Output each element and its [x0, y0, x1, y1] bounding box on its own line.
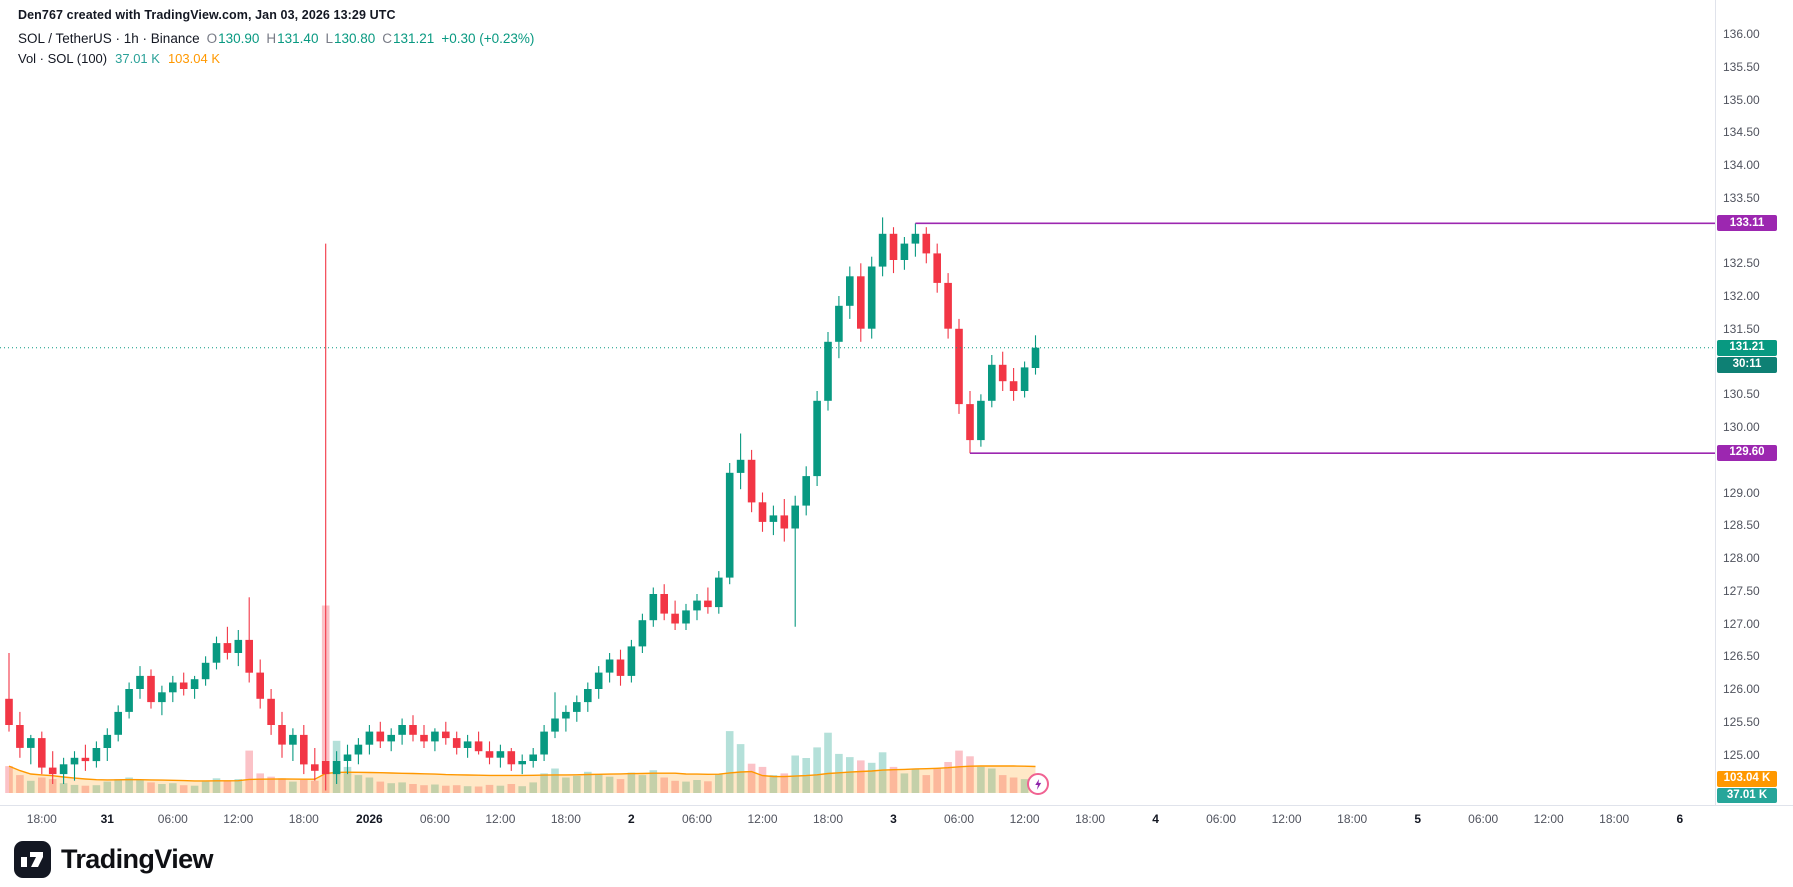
bar-countdown-label: 30:11	[1717, 356, 1777, 373]
lightning-bolt-icon	[1034, 778, 1041, 790]
price-tick-label: 135.00	[1723, 92, 1760, 107]
time-tick-label: 18:00	[26, 812, 57, 826]
tradingview-logo-icon	[14, 841, 51, 878]
price-tick-label: 126.50	[1723, 649, 1760, 664]
time-tick-label: 2	[628, 812, 635, 826]
time-tick-label: 18:00	[1599, 812, 1630, 826]
time-tick-label: 18:00	[1075, 812, 1106, 826]
axis-borders	[0, 0, 1793, 806]
ray-high-price-label: 133.11	[1717, 215, 1777, 232]
time-tick-label: 18:00	[550, 812, 581, 826]
low-label: L	[325, 31, 333, 46]
price-tick-label: 126.00	[1723, 682, 1760, 696]
drawings[interactable]	[0, 222, 1715, 455]
price-tick-label: 136.00	[1723, 27, 1760, 41]
time-tick-label: 12:00	[485, 812, 516, 826]
price-tick-label: 130.50	[1723, 387, 1760, 402]
time-tick-label: 12:00	[1009, 812, 1040, 826]
time-tick-label: 12:00	[1271, 812, 1302, 826]
symbol-title: SOL / TetherUS · 1h · Binance	[18, 31, 200, 46]
tradingview-logo[interactable]: TradingView	[14, 841, 214, 878]
time-tick-label: 5	[1414, 812, 1422, 826]
time-tick-label: 12:00	[1533, 812, 1564, 826]
price-tick-label: 131.50	[1723, 321, 1760, 336]
time-tick-label: 18:00	[288, 812, 319, 826]
volume-indicator-title: Vol · SOL (100)	[18, 51, 108, 66]
time-tick-label: 18:00	[812, 812, 844, 826]
price-tick-label: 128.00	[1723, 551, 1760, 565]
open-label: O	[206, 31, 218, 46]
price-tick-label: 127.00	[1723, 616, 1760, 631]
open-value: 130.90	[218, 31, 260, 46]
time-tick-label: 3	[890, 812, 897, 826]
time-tick-label: 06:00	[1206, 812, 1237, 826]
price-tick-label: 134.00	[1723, 158, 1760, 172]
snapshot-watermark: Den767 created with TradingView.com, Jan…	[18, 8, 396, 22]
symbol-legend-row[interactable]: SOL / TetherUS · 1h · Binance O130.90 H131…	[18, 31, 534, 46]
tradingview-logo-text: TradingView	[61, 844, 214, 874]
time-tick-label: 06:00	[943, 812, 975, 826]
volume-legend-row[interactable]: Vol · SOL (100) 37.01 K 103.04 K	[18, 51, 220, 66]
volume-last-axis-label: 37.01 K	[1717, 788, 1777, 803]
volume-ma-value: 103.04 K	[167, 51, 220, 66]
time-tick-label: 06:00	[419, 812, 450, 826]
flash-icon[interactable]	[1027, 773, 1049, 795]
ray-low-price-label: 129.60	[1717, 445, 1777, 462]
price-tick-label: 125.00	[1723, 747, 1760, 762]
time-tick-label: 4	[1152, 812, 1159, 826]
candles	[5, 217, 1040, 791]
price-tick-label: 127.50	[1723, 583, 1760, 598]
time-tick-label: 06:00	[1468, 812, 1499, 826]
time-tick-label: 31	[100, 812, 114, 826]
price-tick-label: 125.50	[1723, 714, 1760, 729]
price-tick-label: 134.50	[1723, 125, 1760, 140]
close-label: C	[382, 31, 393, 46]
price-tick-label: 135.50	[1723, 59, 1760, 74]
time-tick-label: 12:00	[223, 812, 254, 826]
high-value: 131.40	[277, 31, 319, 46]
time-tick-label: 18:00	[1337, 812, 1368, 826]
volume-ma-area	[8, 765, 1036, 793]
high-label: H	[266, 31, 277, 46]
close-value: 131.21	[393, 31, 435, 46]
price-tick-label: 129.00	[1723, 485, 1760, 500]
change-value: +0.30 (+0.23%)	[441, 31, 535, 46]
price-tick-label: 133.50	[1723, 190, 1760, 205]
time-tick-label: 12:00	[747, 812, 778, 826]
volume-ma-axis-label: 103.04 K	[1717, 771, 1777, 787]
price-tick-label: 132.00	[1723, 289, 1760, 303]
time-tick-label: 6	[1676, 812, 1684, 826]
time-tick-label: 06:00	[157, 812, 188, 826]
price-tick-label: 130.00	[1723, 420, 1760, 434]
price-tick-label: 132.50	[1723, 256, 1760, 271]
volume-value: 37.01 K	[115, 51, 160, 66]
time-tick-label: 06:00	[681, 812, 713, 826]
time-tick-label: 2026	[356, 812, 383, 826]
last-price-label: 131.21	[1717, 339, 1777, 356]
low-value: 130.80	[333, 31, 376, 46]
price-tick-label: 128.50	[1723, 518, 1760, 533]
